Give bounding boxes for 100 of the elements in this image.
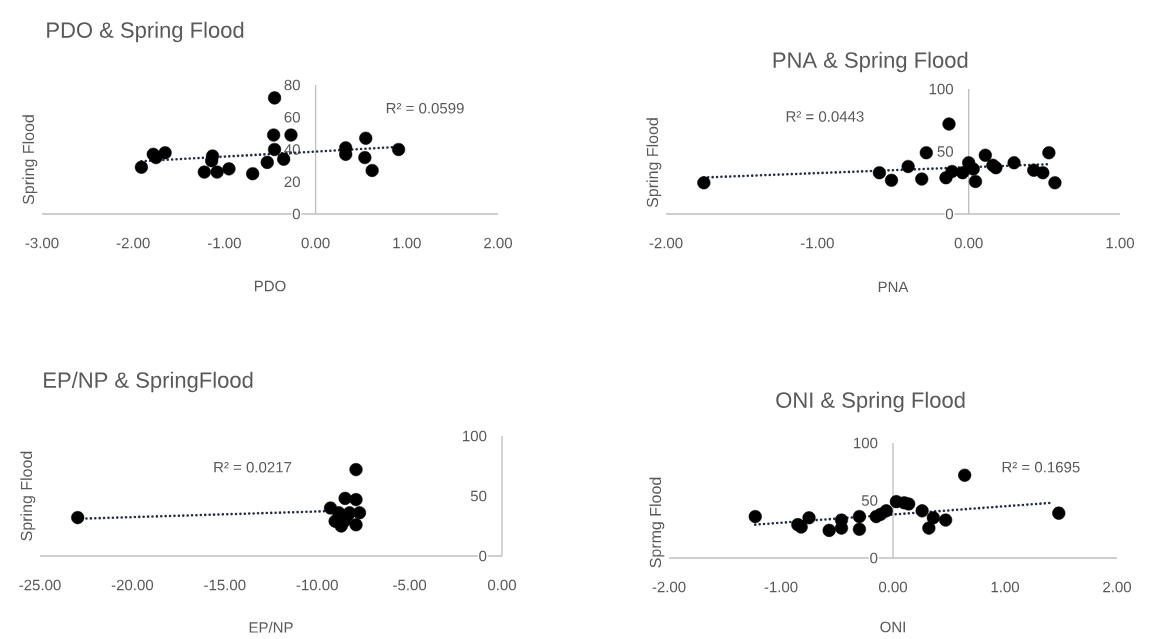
- y-tick-label: 0: [945, 208, 954, 220]
- y-axis-title: Spring Flood: [22, 115, 38, 205]
- x-tick-label: -15.00: [204, 579, 246, 591]
- point: [926, 511, 940, 525]
- point: [1007, 156, 1021, 170]
- point: [697, 176, 711, 190]
- x-tick-label: -5.00: [393, 579, 427, 591]
- x-tick-label: -2.00: [649, 237, 683, 249]
- x-axis-title: PNA: [878, 281, 909, 293]
- point: [884, 173, 899, 187]
- point: [392, 142, 406, 157]
- point: [748, 510, 762, 524]
- point: [802, 511, 816, 525]
- point: [922, 521, 936, 535]
- point: [915, 504, 929, 518]
- x-tick-label: 2.00: [1103, 581, 1132, 593]
- point: [1048, 176, 1062, 190]
- point: [852, 510, 866, 524]
- point: [958, 468, 972, 482]
- x-tick-label: -1.00: [800, 237, 834, 249]
- x-tick-label: -1.00: [207, 237, 241, 249]
- chart-title: PNA & Spring Flood: [773, 51, 968, 73]
- y-tick-label: 50: [861, 495, 878, 506]
- annotation: R² = 0.0599: [386, 102, 464, 114]
- point: [71, 511, 85, 525]
- y-tick-label: 0: [870, 552, 878, 564]
- x-tick-label: -2.00: [116, 237, 150, 249]
- point: [834, 521, 849, 535]
- point: [919, 146, 933, 160]
- y-axis-title: Spring Flood: [20, 451, 36, 541]
- point: [1042, 146, 1056, 160]
- point: [267, 128, 281, 142]
- point: [134, 160, 148, 174]
- point: [1036, 166, 1050, 180]
- y-axis-title: Spring Flood: [646, 118, 662, 208]
- x-tick-label: -25.00: [19, 579, 61, 591]
- x-tick-label: 0.00: [301, 237, 330, 249]
- y-tick-label: 50: [937, 146, 954, 157]
- point: [879, 504, 893, 518]
- point: [349, 463, 363, 477]
- point: [268, 91, 282, 105]
- x-tick-label: 0.00: [487, 579, 517, 591]
- y-tick-label: 60: [284, 111, 300, 123]
- x-tick-label: -10.00: [296, 579, 338, 591]
- point: [942, 117, 956, 131]
- x-tick-label: 0.00: [954, 237, 983, 249]
- point: [338, 491, 352, 505]
- x-tick-label: 1.00: [991, 581, 1020, 593]
- x-tick-label: 0.00: [879, 581, 908, 593]
- x-tick-label: -1.00: [764, 581, 798, 593]
- point: [205, 154, 219, 168]
- point: [1052, 506, 1066, 520]
- point: [365, 163, 379, 178]
- point: [358, 150, 372, 165]
- y-tick-label: 0: [479, 550, 487, 562]
- point: [978, 148, 992, 162]
- point: [158, 146, 172, 160]
- x-tick-label: 1.00: [393, 237, 421, 249]
- point: [359, 131, 373, 145]
- y-tick-label: 50: [470, 490, 487, 502]
- x-tick-label: 1.00: [1106, 237, 1135, 249]
- x-tick-label: -20.00: [111, 579, 154, 591]
- point: [852, 522, 866, 536]
- point: [222, 162, 236, 176]
- y-tick-label: 100: [929, 83, 954, 95]
- point: [349, 493, 363, 507]
- y-tick-label: 20: [284, 176, 300, 188]
- point: [945, 164, 959, 179]
- annotation: R² = 0.0443: [786, 111, 864, 122]
- point: [260, 155, 274, 169]
- point: [822, 523, 836, 537]
- x-axis-title: ONI: [880, 621, 905, 633]
- point: [902, 497, 916, 511]
- x-axis-title: PDO: [254, 280, 286, 292]
- x-tick-label: 2.00: [484, 237, 513, 249]
- point: [968, 174, 983, 189]
- point: [246, 167, 260, 181]
- chart-title: EP/NP & SpringFlood: [44, 371, 253, 393]
- x-tick-label: -2.00: [652, 581, 686, 593]
- y-tick-label: 40: [284, 144, 300, 155]
- point: [210, 165, 224, 179]
- point: [915, 172, 929, 186]
- chart-title: PDO & Spring Flood: [47, 21, 244, 43]
- annotation: R² = 0.0217: [214, 461, 292, 473]
- point: [268, 142, 282, 157]
- y-tick-label: 80: [284, 79, 300, 91]
- y-tick-label: 0: [292, 208, 300, 220]
- chart-title: ONI & Spring Flood: [776, 391, 965, 413]
- point: [872, 166, 886, 180]
- point: [197, 165, 211, 179]
- y-axis-title: Sprmg Flood: [649, 477, 665, 568]
- point: [284, 128, 298, 142]
- annotation: R² = 0.1695: [1002, 461, 1080, 473]
- point: [939, 513, 953, 527]
- point: [901, 159, 915, 174]
- x-axis-title: EP/NP: [249, 621, 293, 633]
- x-tick-label: -3.00: [25, 237, 59, 249]
- point: [349, 518, 363, 532]
- y-tick-label: 100: [463, 430, 487, 442]
- point: [966, 162, 980, 176]
